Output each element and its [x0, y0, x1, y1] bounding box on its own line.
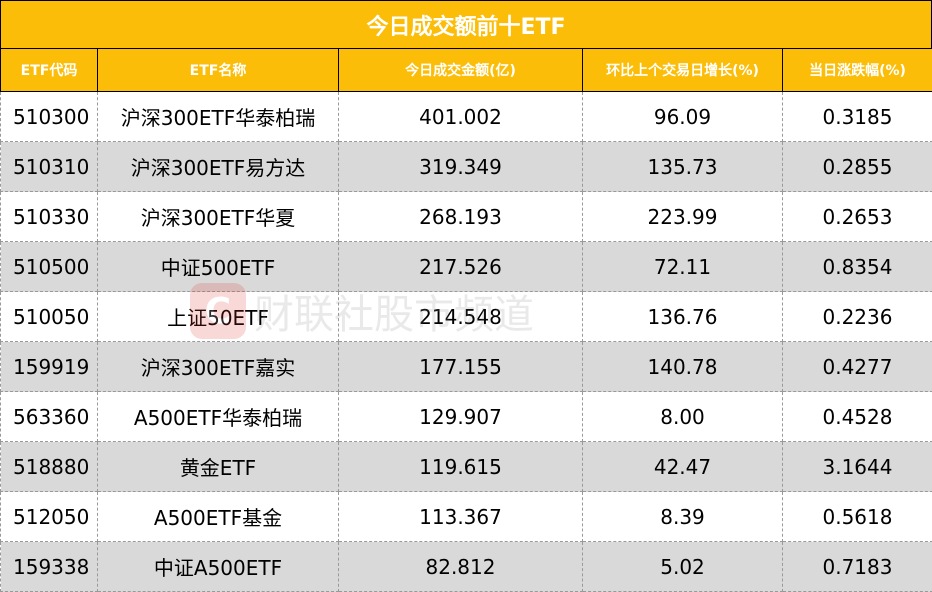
- cell-name: 中证500ETF: [98, 242, 339, 292]
- cell-change: 0.4528: [783, 392, 932, 442]
- cell-code: 510330: [1, 192, 98, 242]
- cell-change: 0.7183: [783, 542, 932, 592]
- table-title: 今日成交额前十ETF: [0, 0, 932, 48]
- cell-growth: 136.76: [583, 292, 783, 342]
- header-change: 当日涨跌幅(%): [783, 49, 932, 92]
- cell-change: 0.3185: [783, 92, 932, 142]
- cell-turnover: 113.367: [339, 492, 583, 542]
- cell-turnover: 319.349: [339, 142, 583, 192]
- cell-change: 0.2855: [783, 142, 932, 192]
- cell-turnover: 177.155: [339, 342, 583, 392]
- cell-turnover: 82.812: [339, 542, 583, 592]
- cell-turnover: 268.193: [339, 192, 583, 242]
- cell-growth: 5.02: [583, 542, 783, 592]
- cell-change: 0.2236: [783, 292, 932, 342]
- cell-name: 中证A500ETF: [98, 542, 339, 592]
- header-code: ETF代码: [1, 49, 98, 92]
- cell-change: 0.5618: [783, 492, 932, 542]
- cell-growth: 8.39: [583, 492, 783, 542]
- cell-name: 上证50ETF: [98, 292, 339, 342]
- cell-code: 563360: [1, 392, 98, 442]
- cell-growth: 135.73: [583, 142, 783, 192]
- cell-name: 沪深300ETF华夏: [98, 192, 339, 242]
- cell-change: 3.1644: [783, 442, 932, 492]
- cell-growth: 8.00: [583, 392, 783, 442]
- cell-growth: 140.78: [583, 342, 783, 392]
- cell-name: 沪深300ETF易方达: [98, 142, 339, 192]
- header-growth: 环比上个交易日增长(%): [583, 49, 783, 92]
- header-turnover: 今日成交金额(亿): [339, 49, 583, 92]
- cell-name: 沪深300ETF华泰柏瑞: [98, 92, 339, 142]
- cell-growth: 96.09: [583, 92, 783, 142]
- cell-growth: 223.99: [583, 192, 783, 242]
- cell-code: 159338: [1, 542, 98, 592]
- cell-code: 510310: [1, 142, 98, 192]
- cell-code: 510500: [1, 242, 98, 292]
- cell-code: 159919: [1, 342, 98, 392]
- cell-growth: 72.11: [583, 242, 783, 292]
- cell-change: 0.2653: [783, 192, 932, 242]
- cell-change: 0.4277: [783, 342, 932, 392]
- header-name: ETF名称: [98, 49, 339, 92]
- cell-turnover: 214.548: [339, 292, 583, 342]
- cell-name: 黄金ETF: [98, 442, 339, 492]
- cell-turnover: 401.002: [339, 92, 583, 142]
- header-row: ETF代码 ETF名称 今日成交金额(亿) 环比上个交易日增长(%) 当日涨跌幅…: [1, 49, 932, 92]
- cell-turnover: 217.526: [339, 242, 583, 292]
- cell-growth: 42.47: [583, 442, 783, 492]
- cell-turnover: 129.907: [339, 392, 583, 442]
- cell-code: 512050: [1, 492, 98, 542]
- cell-name: A500ETF华泰柏瑞: [98, 392, 339, 442]
- cell-code: 510050: [1, 292, 98, 342]
- etf-table: ETF代码 ETF名称 今日成交金额(亿) 环比上个交易日增长(%) 当日涨跌幅…: [0, 48, 932, 592]
- cell-turnover: 119.615: [339, 442, 583, 492]
- cell-name: A500ETF基金: [98, 492, 339, 542]
- cell-change: 0.8354: [783, 242, 932, 292]
- cell-code: 510300: [1, 92, 98, 142]
- cell-code: 518880: [1, 442, 98, 492]
- cell-name: 沪深300ETF嘉实: [98, 342, 339, 392]
